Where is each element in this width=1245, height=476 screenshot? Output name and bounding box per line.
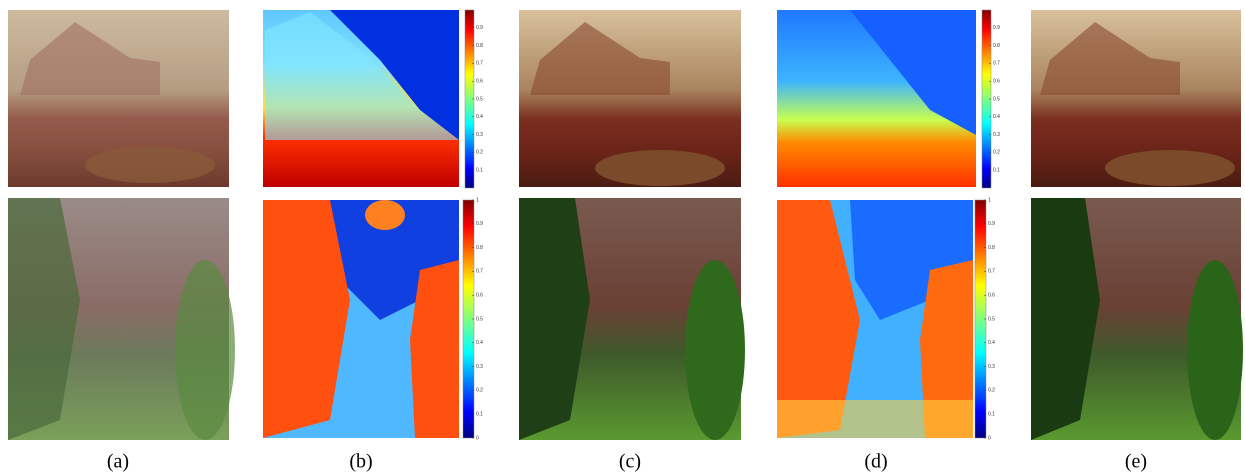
dehazed-image (1031, 10, 1243, 440)
colorbar-tick-label: 1 (988, 197, 991, 203)
colorbar-tick-label: 0.7 (476, 269, 483, 275)
colorbar-tick-label: 0.2 (476, 388, 483, 394)
colorbar-tick-label: 1 (476, 197, 479, 203)
hazy-image (8, 10, 235, 440)
colorbar-tick-label: 0.3 (988, 364, 995, 370)
colorbar-tick-label: 0.5 (476, 96, 483, 102)
colorbar-tick-label: 0.1 (476, 412, 483, 418)
colorbar-tick-label: 0.5 (476, 316, 483, 322)
caption: (a) (107, 451, 129, 473)
colorbar-tick-label: 0.2 (993, 150, 1000, 156)
colorbar-tick-label: 0.1 (988, 412, 995, 418)
caption: (e) (1125, 451, 1147, 473)
transmission-map (777, 10, 976, 438)
colorbar-tick-label: 0.4 (476, 114, 483, 120)
colorbar-tick-label: 0 (476, 435, 479, 441)
colorbar-tick-label: 0.7 (988, 269, 995, 275)
colorbar-tick-label: 0.9 (993, 25, 1000, 31)
colorbar-tick-label: 0.6 (476, 293, 483, 299)
transmission-map (263, 10, 459, 438)
colorbar-tick-label: 0.3 (476, 132, 483, 138)
colorbar-tick-label: 0.8 (988, 245, 995, 251)
colorbar-tick-label: 0.4 (993, 114, 1000, 120)
colorbar-tick-label: 0.9 (988, 221, 995, 227)
colorbar-tick-label: 0.8 (476, 43, 483, 49)
caption: (c) (619, 451, 641, 473)
colorbar-tick-label: 0.4 (476, 340, 483, 346)
caption: (b) (349, 451, 372, 473)
colorbar-tick-label: 0 (988, 435, 991, 441)
colorbar-tick-label: 0.7 (476, 61, 483, 67)
colorbar-tick-label: 0.9 (476, 221, 483, 227)
colorbar-tick-label: 0.2 (476, 150, 483, 156)
colorbar-tick-label: 0.3 (993, 132, 1000, 138)
colorbar-tick-label: 0.6 (476, 79, 483, 85)
colorbar-tick-label: 0.8 (993, 43, 1000, 49)
colorbar-tick-label: 0.1 (476, 168, 483, 174)
caption: (d) (864, 451, 887, 473)
colorbar-tick-label: 0.1 (993, 168, 1000, 174)
colorbar-tick-label: 0.8 (476, 245, 483, 251)
colorbar-tick-label: 0.9 (476, 25, 483, 31)
colorbar-tick-label: 0.2 (988, 388, 995, 394)
colorbar-tick-label: 0.7 (993, 61, 1000, 67)
colorbar-tick-label: 0.5 (993, 96, 1000, 102)
dehazed-image (519, 10, 745, 440)
colorbar-tick-label: 0.6 (993, 79, 1000, 85)
colorbar-tick-label: 0.4 (988, 340, 995, 346)
colorbar-tick-label: 0.6 (988, 293, 995, 299)
colorbar-tick-label: 0.3 (476, 364, 483, 370)
colorbar-tick-label: 0.5 (988, 316, 995, 322)
